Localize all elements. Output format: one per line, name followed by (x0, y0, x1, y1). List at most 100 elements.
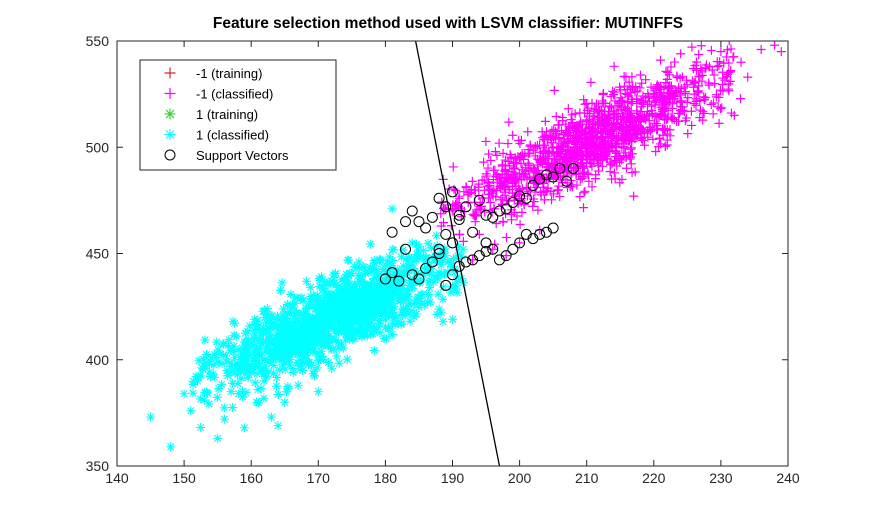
support-vector-point (534, 228, 546, 240)
data-point (349, 308, 359, 318)
data-point (411, 269, 421, 279)
data-point (230, 367, 240, 377)
data-point (381, 322, 391, 332)
data-point (483, 163, 493, 173)
data-point (606, 127, 616, 137)
data-point (429, 256, 439, 266)
legend: -1 (training) -1 (classified) 1 (training)… (139, 59, 337, 171)
data-point (682, 80, 692, 90)
data-point (362, 289, 372, 299)
data-point (625, 154, 635, 164)
data-point (316, 325, 326, 335)
chart-title: Feature selection method used with LSVM … (213, 15, 683, 32)
data-point (560, 151, 570, 161)
data-point (381, 315, 391, 325)
data-point (253, 398, 263, 408)
data-point (677, 72, 687, 82)
data-point (315, 354, 325, 364)
data-point (253, 323, 263, 333)
decision-boundary-line (414, 40, 501, 467)
data-point (625, 131, 635, 141)
legend-label: Support Vectors (196, 148, 289, 163)
data-point (266, 316, 276, 326)
x-tick-label: 210 (575, 470, 599, 486)
data-point (711, 92, 721, 102)
data-point (481, 169, 491, 179)
data-point (723, 68, 733, 78)
data-point (674, 116, 684, 126)
y-tick-label: 450 (86, 246, 110, 262)
data-point (354, 294, 364, 304)
data-point (598, 140, 608, 150)
data-point (375, 328, 385, 338)
legend-label: 1 (classified) (196, 128, 269, 143)
data-point (224, 335, 234, 345)
data-point (299, 341, 309, 351)
data-point (312, 303, 322, 313)
data-point (311, 330, 321, 340)
data-point (607, 159, 617, 169)
data-point (583, 168, 593, 178)
data-point (262, 304, 272, 314)
data-point (647, 109, 657, 119)
data-point (621, 72, 631, 82)
data-point (599, 144, 609, 154)
data-point (213, 358, 223, 368)
support-vector-point (447, 269, 458, 281)
data-point (539, 131, 549, 141)
data-point (365, 319, 375, 329)
data-point (313, 387, 323, 397)
data-point (500, 176, 510, 186)
data-point (425, 297, 435, 307)
data-point (694, 71, 704, 81)
data-point (238, 366, 248, 376)
data-point (567, 110, 577, 120)
data-point (408, 277, 418, 287)
data-point (256, 350, 266, 360)
data-point (359, 312, 369, 322)
data-point (547, 195, 557, 205)
data-point (340, 335, 350, 345)
data-point (479, 157, 489, 167)
y-tick-label: 500 (86, 139, 110, 155)
data-point (329, 324, 339, 334)
data-point (695, 113, 705, 123)
data-point (313, 326, 323, 336)
data-point (403, 286, 413, 296)
data-point (494, 172, 504, 182)
data-point (250, 378, 260, 388)
support-vector-point (567, 163, 579, 174)
data-point (729, 110, 739, 120)
data-point (186, 406, 196, 416)
data-point (310, 337, 320, 347)
data-point (354, 257, 364, 267)
data-point (306, 360, 316, 370)
data-point (290, 293, 300, 303)
data-point (280, 322, 290, 332)
data-point (350, 262, 360, 272)
data-point (341, 312, 351, 322)
data-point (476, 205, 486, 215)
data-point (575, 192, 585, 202)
data-point (235, 364, 245, 374)
data-point (258, 367, 268, 377)
data-point (279, 343, 289, 353)
support-vector-point (400, 216, 412, 228)
data-point (263, 312, 273, 322)
data-point (240, 354, 250, 364)
data-point (292, 308, 302, 318)
data-point (365, 266, 375, 276)
data-point (459, 187, 469, 197)
data-point (414, 276, 424, 286)
x-tick-label: 170 (307, 470, 331, 486)
legend-box (139, 59, 337, 171)
data-point (689, 89, 699, 99)
data-point (239, 423, 249, 433)
data-point (710, 79, 720, 89)
data-point (432, 271, 442, 281)
data-point (322, 302, 332, 312)
data-point (308, 300, 318, 310)
data-point (219, 403, 229, 413)
data-point (605, 160, 615, 170)
data-point (381, 334, 391, 344)
